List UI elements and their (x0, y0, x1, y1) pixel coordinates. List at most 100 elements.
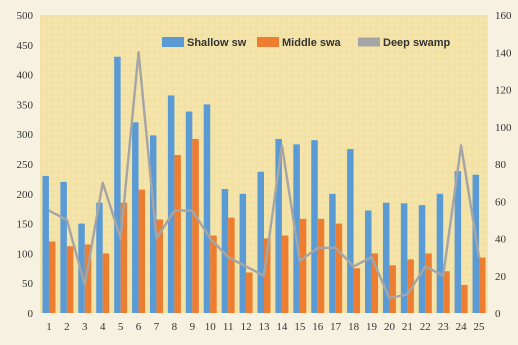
y-right-tick-label: 0 (495, 308, 501, 320)
bar-middle (102, 253, 110, 313)
x-tick-label: 9 (190, 321, 196, 333)
bar-shallow (257, 171, 264, 313)
y-right-tick-label: 140 (495, 47, 512, 59)
y-left-tick-label: 0 (28, 308, 34, 320)
bar-shallow (203, 104, 211, 314)
series-line-deep-swamp (48, 51, 481, 300)
x-tick-label: 14 (276, 321, 288, 333)
x-tick-label: 12 (241, 321, 252, 333)
bar-middle (138, 189, 146, 313)
bar-middle (246, 272, 253, 313)
bar-middle (192, 138, 199, 313)
bar-middle (389, 265, 396, 313)
bar-middle (48, 241, 56, 313)
x-tick-label: 25 (474, 321, 486, 333)
bar-shallow (114, 56, 121, 313)
legend-label: Shallow sw (187, 37, 247, 49)
y-left-tick-label: 300 (17, 129, 34, 141)
legend-swatch (162, 37, 184, 47)
y-left-tick-label: 500 (17, 10, 34, 22)
bar-middle (281, 235, 289, 313)
y-left-tick-label: 450 (17, 40, 34, 52)
bar-shallow (78, 223, 85, 313)
bar-shallow (382, 202, 390, 313)
legend-swatch (257, 37, 279, 47)
y-left-tick-label: 150 (17, 219, 34, 231)
bar-shallow (132, 122, 139, 313)
bar-middle (443, 271, 450, 313)
bar-shallow (149, 135, 157, 313)
bar-shallow (347, 149, 354, 313)
x-tick-label: 18 (348, 321, 360, 333)
bar-middle (299, 218, 307, 313)
x-tick-label: 8 (172, 321, 178, 333)
y-right-tick-label: 40 (495, 234, 507, 246)
bar-middle (264, 238, 271, 313)
x-tick-label: 10 (205, 321, 217, 333)
x-tick-label: 16 (312, 321, 324, 333)
bar-middle (84, 244, 92, 313)
bar-middle (174, 155, 181, 313)
bar-middle (371, 253, 379, 313)
bar-middle (353, 268, 361, 313)
bar-shallow (60, 181, 67, 313)
bar-shallow (293, 144, 300, 313)
x-tick-label: 17 (330, 321, 342, 333)
bar-middle (479, 257, 486, 313)
bar-shallow (436, 193, 444, 313)
bar-shallow (275, 138, 282, 313)
y-left-tick-label: 100 (17, 248, 34, 260)
bar-shallow (221, 189, 229, 313)
y-right-tick-label: 120 (495, 85, 512, 97)
y-right-tick-label: 20 (495, 271, 507, 283)
bar-shallow (185, 111, 193, 313)
x-tick-label: 4 (100, 321, 106, 333)
bar-middle (228, 217, 235, 313)
bar-shallow (239, 193, 247, 313)
bar-middle (461, 284, 468, 313)
y-left-tick-label: 400 (17, 70, 34, 82)
bar-middle (407, 259, 414, 313)
x-tick-label: 3 (82, 321, 88, 333)
bar-shallow (329, 193, 336, 313)
legend-label: Middle swa (282, 37, 342, 49)
bar-middle (66, 246, 74, 313)
bar-middle (156, 219, 163, 313)
y-left-tick-label: 250 (17, 159, 34, 171)
x-tick-label: 7 (154, 321, 160, 333)
x-tick-label: 21 (402, 321, 413, 333)
x-tick-label: 11 (223, 321, 234, 333)
x-tick-label: 23 (438, 321, 450, 333)
x-tick-label: 15 (294, 321, 306, 333)
bar-shallow (454, 171, 462, 313)
bar-shallow (311, 140, 318, 313)
bar-middle (335, 223, 343, 313)
y-right-tick-label: 60 (495, 196, 507, 208)
bar-middle (210, 235, 217, 313)
x-tick-label: 20 (384, 321, 396, 333)
bar-shallow (365, 210, 372, 313)
y-right-tick-label: 100 (495, 122, 512, 134)
bar-shallow (96, 202, 103, 313)
y-left-tick-label: 200 (17, 189, 34, 201)
x-tick-label: 22 (420, 321, 431, 333)
x-tick-label: 2 (64, 321, 70, 333)
y-left-tick-label: 50 (22, 278, 34, 290)
x-tick-label: 6 (136, 321, 142, 333)
bar-shallow (42, 175, 49, 313)
y-right-tick-label: 80 (495, 159, 507, 171)
y-right-tick-label: 160 (495, 10, 512, 22)
x-tick-label: 1 (46, 321, 52, 333)
x-tick-label: 19 (366, 321, 378, 333)
bar-shallow (167, 95, 175, 314)
y-left-tick-label: 350 (17, 99, 34, 111)
bar-shallow (400, 203, 408, 313)
bar-middle (317, 218, 325, 313)
bar-middle (120, 202, 128, 313)
legend-label: Deep swamp (383, 37, 451, 49)
x-tick-label: 5 (118, 321, 124, 333)
x-tick-label: 13 (259, 321, 271, 333)
bar-middle (425, 253, 432, 313)
